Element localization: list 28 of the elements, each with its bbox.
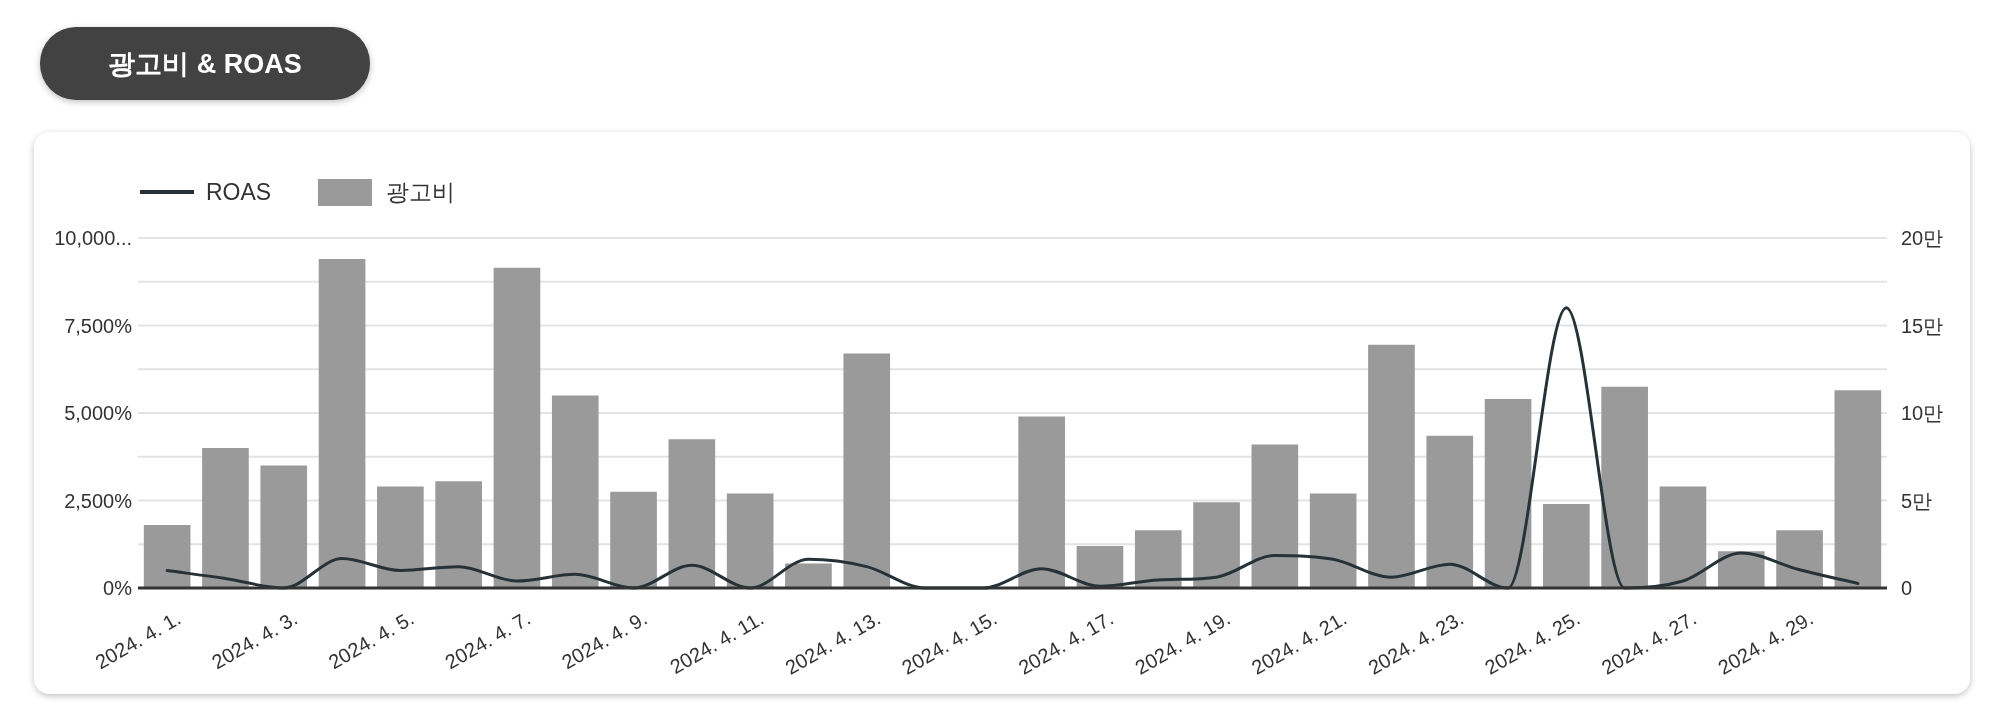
- title: 광고비 & ROAS: [108, 49, 302, 79]
- xtick: 2024. 4. 15.: [898, 606, 1001, 679]
- xtick: 2024. 4. 25.: [1481, 606, 1584, 679]
- xtick: 2024. 4. 27.: [1597, 606, 1701, 679]
- ytick: 0%: [103, 577, 132, 599]
- xtick: 2024. 4. 13.: [781, 606, 884, 679]
- xtick: 2024. 4. 29.: [1714, 606, 1817, 679]
- xtick: 2024. 4. 23.: [1364, 606, 1467, 679]
- y2tick: 5만: [1901, 489, 1933, 512]
- xtick: 2024. 4. 5.: [324, 606, 418, 674]
- y2tick: 10만: [1901, 402, 1944, 424]
- xtick: 2024. 4. 1.: [91, 606, 185, 674]
- y2tick: 15만: [1901, 314, 1944, 337]
- ytick: 5,000%: [64, 402, 132, 424]
- legend: 광고비: [386, 179, 455, 205]
- ytick: 10,000...: [54, 227, 132, 249]
- xtick: 2024. 4. 9.: [557, 606, 651, 674]
- ytick: 7,500%: [64, 314, 132, 337]
- xtick: 2024. 4. 17.: [1014, 606, 1118, 679]
- legend: ROAS: [206, 179, 272, 205]
- xtick: 2024. 4. 19.: [1131, 606, 1234, 679]
- xtick: 2024. 4. 11.: [666, 606, 768, 679]
- xtick: 2024. 4. 7.: [441, 606, 535, 674]
- xtick: 2024. 4. 3.: [208, 606, 301, 674]
- ytick: 2,500%: [64, 489, 132, 512]
- y2tick: 0: [1901, 577, 1913, 599]
- xtick: 2024. 4. 21.: [1247, 606, 1351, 679]
- y2tick: 20만: [1901, 227, 1944, 249]
